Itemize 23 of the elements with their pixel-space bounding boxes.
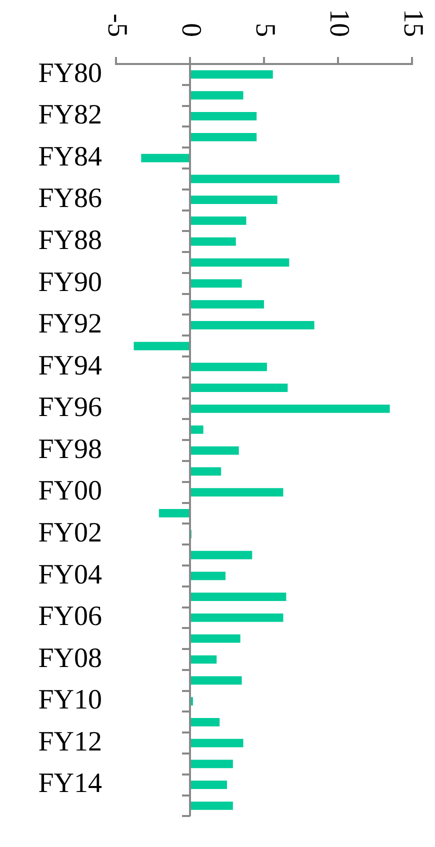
y-tick-label: FY94 (38, 350, 102, 382)
y-tick-label: FY02 (38, 517, 102, 548)
y-tick-label: FY98 (38, 434, 102, 465)
y-tick-label: FY82 (38, 100, 102, 131)
y-tick-label: FY86 (38, 183, 102, 214)
y-tick-label: FY92 (38, 308, 102, 340)
y-tick-label: FY08 (38, 642, 102, 674)
x-tick-label: 15 (398, 9, 429, 37)
x-tick-label: 10 (324, 9, 355, 37)
y-tick-label: FY06 (38, 601, 102, 632)
x-tick-label: 0 (176, 23, 207, 37)
y-tick-label: FY12 (38, 726, 102, 758)
y-tick-label: FY00 (38, 476, 102, 507)
y-tick-label: FY88 (38, 224, 102, 256)
y-tick-label: FY96 (38, 392, 102, 424)
y-tick-label: FY84 (38, 141, 102, 172)
y-tick-label: FY14 (38, 768, 102, 800)
y-tick-label: FY80 (38, 58, 102, 89)
x-tick-label: 5 (250, 23, 281, 37)
y-tick-label: FY90 (38, 266, 102, 298)
y-tick-label: FY04 (38, 559, 102, 590)
x-tick-label: -5 (102, 14, 133, 37)
y-tick-label: FY10 (38, 684, 102, 716)
